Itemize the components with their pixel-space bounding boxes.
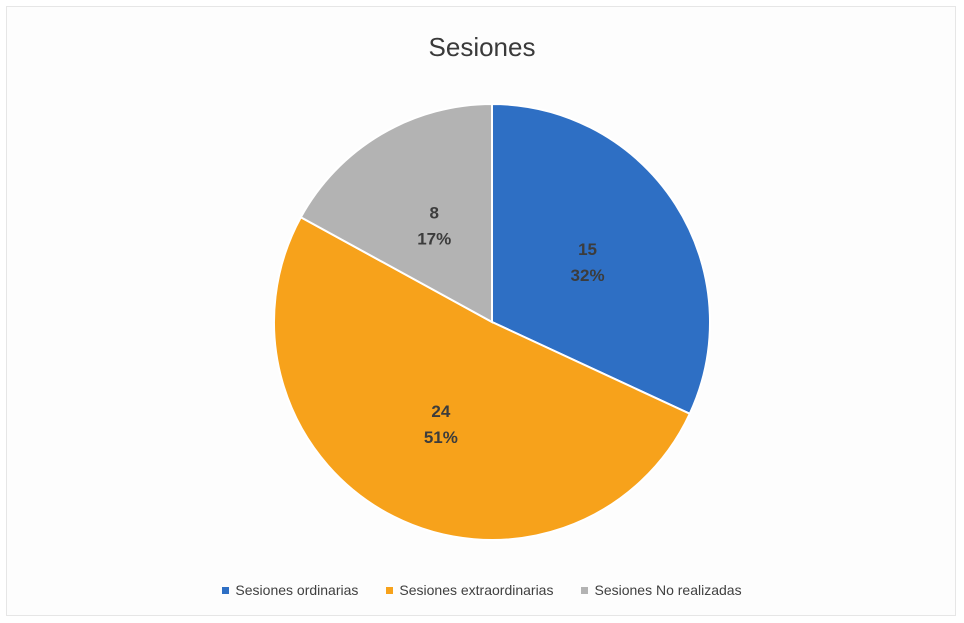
- legend-swatch: [222, 586, 230, 594]
- slice-ordinarias: [491, 102, 711, 416]
- slice-extraordinarias: [273, 215, 692, 541]
- slice-percent-label: 51%: [424, 428, 458, 447]
- legend: Sesiones ordinarias Sesiones extraordinar…: [0, 582, 964, 598]
- slice-value-label: 24: [431, 402, 450, 421]
- slice-no-realizadas: [299, 102, 493, 324]
- legend-item: Sesiones ordinarias: [222, 582, 358, 598]
- legend-item: Sesiones No realizadas: [581, 582, 742, 598]
- slice-value-label: 8: [429, 203, 438, 222]
- slice-percent-label: 32%: [571, 266, 605, 285]
- legend-swatch: [581, 586, 589, 594]
- legend-label: Sesiones extraordinarias: [399, 582, 554, 598]
- slice-value-label: 15: [578, 240, 597, 259]
- legend-label: Sesiones No realizadas: [594, 582, 742, 598]
- slice-percent-label: 17%: [417, 229, 451, 248]
- legend-label: Sesiones ordinarias: [235, 582, 359, 598]
- legend-item: Sesiones extraordinarias: [386, 582, 553, 598]
- chart-title: Sesiones: [428, 32, 536, 62]
- legend-swatch: [386, 586, 394, 594]
